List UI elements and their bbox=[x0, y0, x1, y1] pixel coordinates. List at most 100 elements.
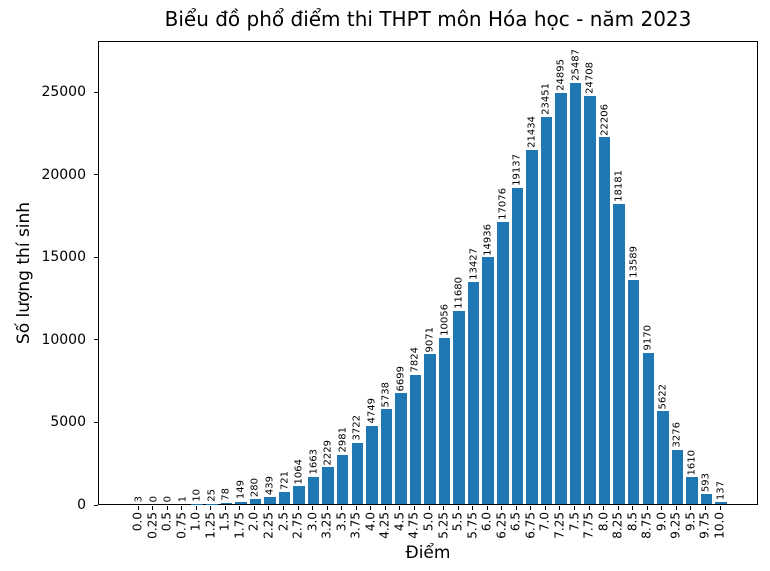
x-tick-label: 5.0 bbox=[421, 512, 436, 532]
x-tick-label: 3.5 bbox=[334, 512, 349, 532]
x-tick-mark bbox=[268, 506, 270, 510]
x-tick-label: 3.25 bbox=[319, 512, 334, 539]
bar-value-label: 9170 bbox=[642, 325, 654, 351]
x-tick-mark bbox=[399, 506, 401, 510]
x-tick-label: 9.5 bbox=[683, 512, 698, 532]
x-tick-label: 9.25 bbox=[668, 512, 683, 539]
bar-value-label: 137 bbox=[715, 480, 727, 500]
x-tick-label: 2.25 bbox=[261, 512, 276, 539]
x-tick-mark bbox=[530, 506, 532, 510]
bar bbox=[293, 486, 305, 504]
x-tick-mark bbox=[472, 506, 474, 510]
x-tick-mark bbox=[370, 506, 372, 510]
bar bbox=[569, 83, 582, 504]
bar-value-label: 3 bbox=[133, 495, 145, 502]
x-tick-mark bbox=[152, 506, 154, 510]
bar bbox=[395, 393, 407, 504]
x-axis-label: Điểm bbox=[405, 543, 451, 563]
bar-value-label: 1610 bbox=[686, 449, 698, 476]
bar bbox=[409, 374, 422, 504]
bar-value-label: 593 bbox=[700, 473, 712, 493]
x-tick-label: 5.25 bbox=[435, 512, 450, 539]
bar-value-label: 2981 bbox=[337, 427, 349, 453]
x-tick-mark bbox=[224, 506, 226, 510]
bar bbox=[467, 282, 480, 504]
bar bbox=[715, 501, 727, 504]
bar-value-label: 9071 bbox=[424, 326, 436, 353]
x-tick-label: 1.5 bbox=[217, 512, 232, 532]
y-tick-label: 15000 bbox=[41, 249, 86, 266]
y-tick-label: 0 bbox=[77, 497, 86, 513]
bar-value-label: 13427 bbox=[468, 248, 480, 281]
x-tick-mark bbox=[646, 506, 648, 510]
bar-value-label: 439 bbox=[264, 475, 276, 495]
bar bbox=[322, 467, 334, 504]
bar bbox=[642, 352, 654, 504]
plot-area: 3 0 0 1 10 25 78 149 280 439 721 1064 1663 2229 2981 37… bbox=[98, 41, 758, 505]
x-tick-label: 8.25 bbox=[610, 512, 625, 539]
bar-value-label: 0 bbox=[162, 495, 174, 502]
x-tick-mark bbox=[515, 506, 517, 510]
bar bbox=[235, 501, 247, 504]
bar bbox=[380, 409, 393, 504]
bar-value-label: 721 bbox=[279, 471, 290, 491]
y-tick-label: 20000 bbox=[41, 166, 86, 183]
x-tick-mark bbox=[544, 506, 546, 510]
y-tick-label: 25000 bbox=[41, 84, 86, 101]
bar-value-label: 18181 bbox=[613, 169, 625, 202]
x-tick-mark bbox=[326, 506, 328, 510]
y-axis-label: Số lượng thí sinh bbox=[14, 201, 34, 345]
bar-value-label: 1 bbox=[177, 495, 189, 502]
x-tick-label: 1.0 bbox=[188, 512, 203, 532]
x-tick-label: 0.5 bbox=[159, 512, 174, 532]
bar bbox=[627, 279, 640, 504]
x-tick-label: 7.0 bbox=[537, 512, 552, 532]
bar bbox=[482, 257, 494, 504]
bar bbox=[336, 454, 349, 504]
y-tick-mark bbox=[94, 421, 98, 423]
x-tick-mark bbox=[486, 506, 488, 510]
bar bbox=[220, 502, 233, 504]
y-tick-mark bbox=[94, 256, 98, 258]
x-tick-mark bbox=[166, 506, 168, 510]
x-tick-label: 10.0 bbox=[712, 512, 727, 539]
x-tick-mark bbox=[443, 506, 445, 510]
x-tick-label: 4.75 bbox=[406, 512, 421, 539]
x-tick-mark bbox=[137, 506, 139, 510]
bar bbox=[686, 477, 698, 504]
x-tick-mark bbox=[239, 506, 241, 510]
x-tick-label: 3.75 bbox=[348, 512, 363, 539]
x-tick-mark bbox=[253, 506, 255, 510]
bar-value-label: 4749 bbox=[366, 398, 378, 424]
bar-value-label: 5738 bbox=[380, 381, 392, 408]
x-tick-mark bbox=[297, 506, 299, 510]
x-tick-mark bbox=[559, 506, 561, 510]
x-tick-mark bbox=[210, 506, 212, 510]
x-tick-mark bbox=[588, 506, 590, 510]
bar-value-label: 3722 bbox=[351, 415, 363, 441]
bar-value-label: 1663 bbox=[308, 449, 320, 475]
x-tick-label: 6.0 bbox=[479, 512, 494, 532]
y-tick-mark bbox=[94, 339, 98, 341]
x-tick-mark bbox=[341, 506, 343, 510]
x-tick-mark bbox=[457, 506, 459, 510]
y-tick-label: 10000 bbox=[41, 331, 86, 348]
bar bbox=[657, 411, 669, 504]
bar-value-label: 25 bbox=[206, 488, 218, 502]
bar-value-label: 24708 bbox=[584, 62, 596, 95]
bar bbox=[555, 92, 567, 504]
bar-value-label: 21434 bbox=[526, 116, 538, 149]
x-tick-label: 2.0 bbox=[246, 512, 261, 532]
x-tick-label: 0.75 bbox=[174, 512, 189, 539]
x-tick-mark bbox=[384, 506, 386, 510]
x-tick-label: 8.5 bbox=[625, 512, 640, 532]
bar bbox=[613, 203, 625, 504]
x-tick-mark bbox=[617, 506, 619, 510]
bar bbox=[424, 354, 436, 504]
bar-value-label: 23451 bbox=[540, 82, 552, 115]
bar-value-label: 7824 bbox=[409, 347, 421, 373]
bar-value-label: 6699 bbox=[395, 365, 407, 392]
x-tick-label: 2.75 bbox=[290, 512, 305, 539]
bar-value-label: 19137 bbox=[511, 154, 523, 187]
